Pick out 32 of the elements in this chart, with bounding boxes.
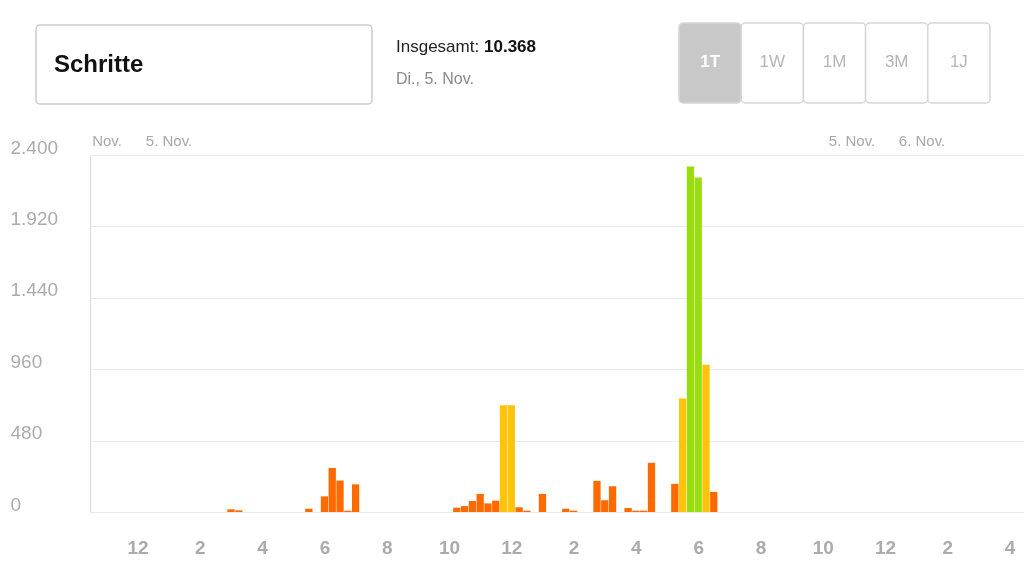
chart-subtitle: Insgesamt: 10.368 — [396, 37, 536, 56]
x-tick-label: 10 — [812, 536, 834, 558]
text: 5. Nov. — [145, 132, 193, 149]
x-tick-label: 12 — [875, 536, 897, 558]
x-tick-label: 4 — [1004, 536, 1016, 558]
x-tick-label: 2 — [568, 536, 580, 558]
chart-title: Schritte — [54, 50, 144, 77]
text: 6. Nov. — [898, 132, 946, 149]
x-tick-label: 12 — [501, 536, 523, 558]
x-tick-label: 4 — [631, 536, 643, 558]
x-tick-label: 8 — [381, 536, 393, 558]
y-tick-label: 1.920 — [10, 207, 59, 229]
x-tick-label: 6 — [693, 536, 704, 558]
y-tick-label: 1.440 — [10, 279, 59, 301]
x-tick-label: 4 — [257, 536, 269, 558]
x-tick-label: 10 — [438, 536, 461, 558]
y-tick-label: 960 — [10, 350, 43, 372]
x-tick-label: 8 — [755, 536, 767, 558]
x-tick-label: 2 — [942, 536, 954, 558]
x-tick-label: 12 — [127, 536, 149, 558]
text: Di., 5. Nov. — [396, 70, 474, 87]
text: 1M — [822, 52, 847, 71]
text: 3M — [884, 52, 909, 71]
y-tick-label: 480 — [10, 422, 43, 444]
y-tick-label: 2.400 — [10, 136, 59, 158]
text: 1W — [759, 52, 786, 71]
y-tick-label: 0 — [10, 493, 22, 515]
text: Nov. — [92, 132, 122, 149]
x-tick-label: 2 — [195, 536, 206, 558]
text: 5. Nov. — [828, 132, 876, 149]
text: 1J — [949, 52, 968, 71]
x-tick-label: 6 — [319, 536, 331, 558]
